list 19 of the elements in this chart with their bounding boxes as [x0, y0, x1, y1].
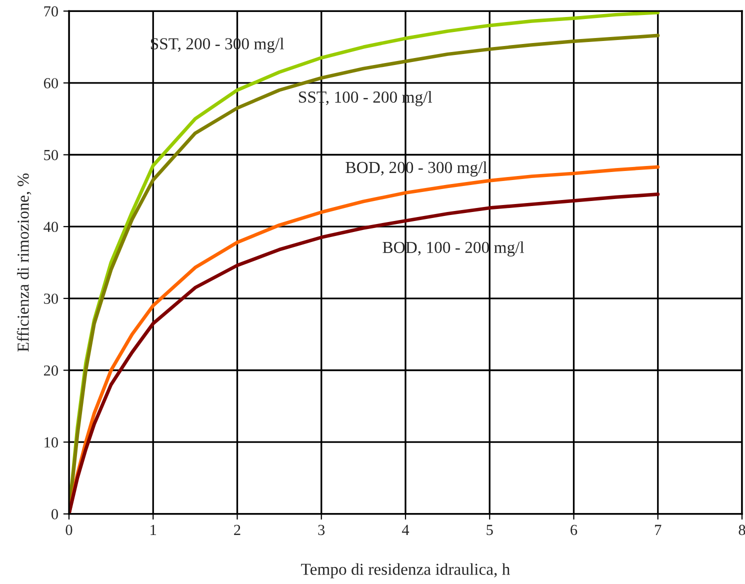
- x-tick-label: 5: [486, 524, 493, 536]
- x-tick-label: 6: [570, 524, 578, 536]
- y-tick-label: 70: [44, 6, 58, 17]
- x-tick-label: 3: [318, 524, 325, 536]
- y-tick-label: 40: [44, 222, 58, 232]
- x-tick-label: 8: [738, 524, 745, 536]
- y-tick-label: 0: [52, 509, 58, 520]
- y-axis-title: Efficienza di rimozione, %: [16, 173, 32, 352]
- y-tick-label: 50: [44, 150, 58, 160]
- x-tick-label: 0: [66, 524, 72, 536]
- x-tick-label: 2: [234, 524, 240, 535]
- y-tick-label: 60: [44, 78, 58, 88]
- x-tick-label: 4: [402, 524, 410, 535]
- x-tick-label: 1: [150, 524, 156, 535]
- y-tick-label: 10: [44, 437, 58, 448]
- x-axis-title: Tempo di residenza idraulica, h: [301, 563, 510, 578]
- y-tick-label: 30: [44, 294, 58, 304]
- x-tick-label: 7: [655, 524, 662, 535]
- y-tick-label: 20: [44, 365, 58, 376]
